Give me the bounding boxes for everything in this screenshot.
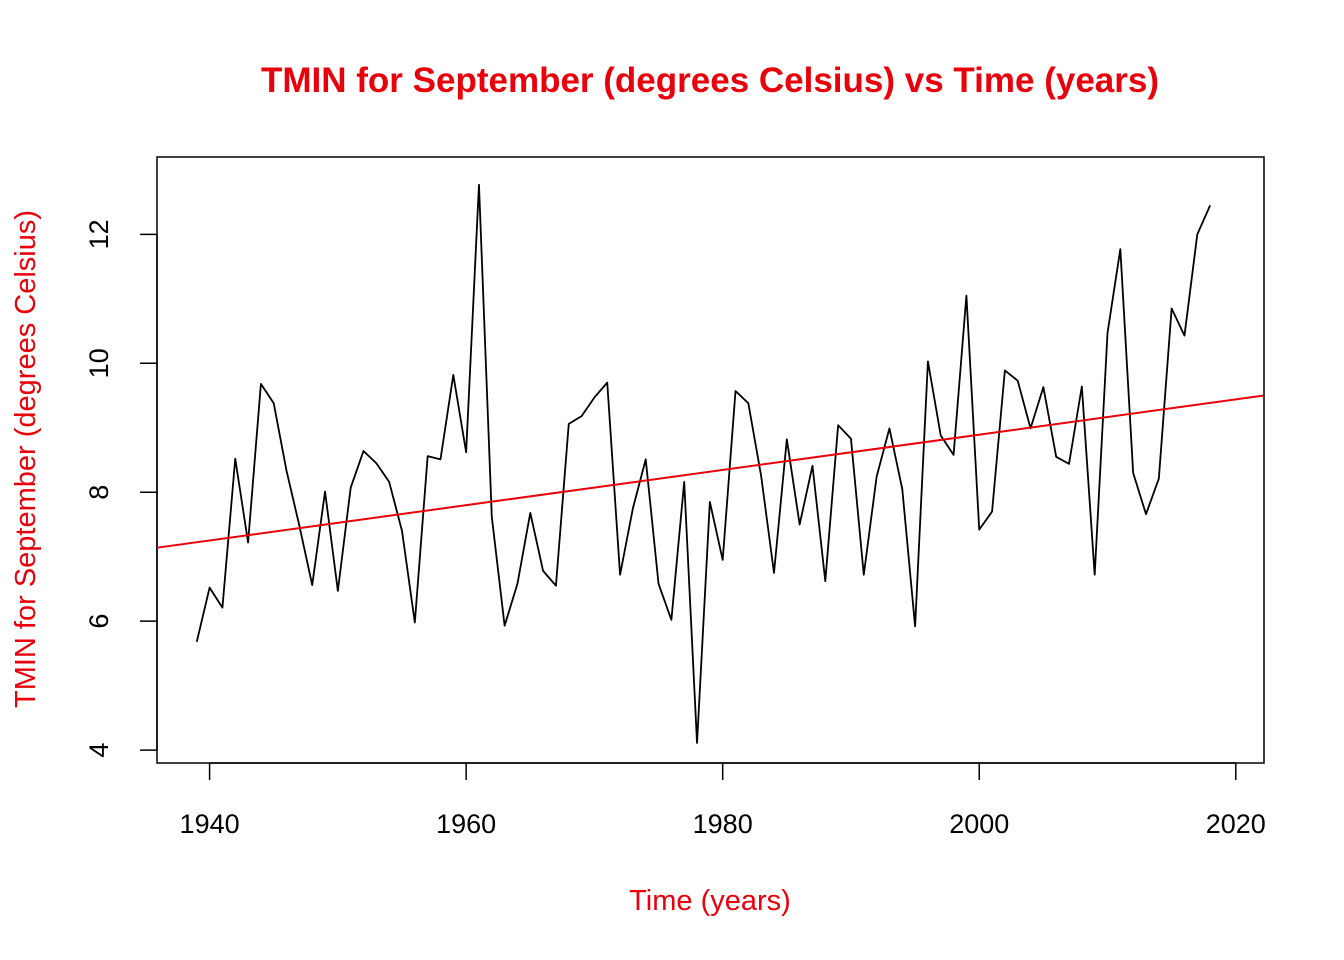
y-tick-label: 4	[84, 743, 114, 758]
plot-frame	[156, 156, 1265, 764]
trend-line	[156, 394, 1265, 549]
y-tick-label: 12	[84, 219, 114, 249]
data-line	[195, 183, 1211, 744]
x-axis: 1940 1960 1980 2000 2020	[180, 762, 1266, 839]
x-tick-label: 1940	[180, 809, 240, 839]
x-tick-label: 2000	[949, 809, 1009, 839]
x-tick-label: 1980	[693, 809, 753, 839]
x-tick-label: 1960	[436, 809, 496, 839]
y-tick-label: 6	[84, 614, 114, 629]
y-tick-label: 8	[84, 485, 114, 500]
x-tick-label: 2020	[1206, 809, 1266, 839]
y-axis: 4 6 8 10 12	[84, 219, 158, 758]
series-layer	[156, 183, 1265, 744]
y-axis-label: TMIN for September (degrees Celsius)	[10, 210, 42, 708]
x-axis-label: Time (years)	[629, 885, 791, 917]
y-tick-label: 10	[84, 348, 114, 378]
chart-title: TMIN for September (degrees Celsius) vs …	[261, 61, 1159, 100]
